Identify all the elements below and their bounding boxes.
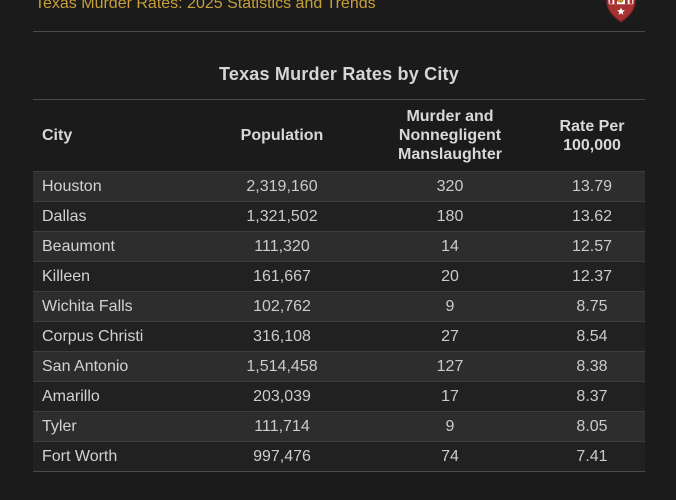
cell-murders: 14: [361, 231, 539, 262]
cell-population: 161,667: [203, 261, 361, 292]
cell-city: Amarillo: [33, 381, 203, 412]
cell-city: Fort Worth: [33, 441, 203, 472]
cell-murders: 74: [361, 441, 539, 472]
texas-shield-icon: [606, 0, 636, 22]
cell-city: Wichita Falls: [33, 291, 203, 322]
column-header-population: Population: [203, 99, 361, 172]
table-row: San Antonio 1,514,458 127 8.38: [33, 351, 645, 382]
cell-population: 997,476: [203, 441, 361, 472]
cell-city: Corpus Christi: [33, 321, 203, 352]
cell-murders: 17: [361, 381, 539, 412]
cell-city: Dallas: [33, 201, 203, 232]
topic-header-bar: Texas Murder Rates: 2025 Statistics and …: [0, 0, 676, 31]
cell-population: 111,714: [203, 411, 361, 442]
table-row: Houston 2,319,160 320 13.79: [33, 171, 645, 202]
cell-population: 203,039: [203, 381, 361, 412]
column-header-murders: Murder and Nonnegligent Manslaughter: [361, 99, 539, 172]
cell-population: 2,319,160: [203, 171, 361, 202]
cell-rate: 8.38: [539, 351, 645, 382]
table-header-row: City Population Murder and Nonnegligent …: [33, 99, 645, 172]
table-row: Wichita Falls 102,762 9 8.75: [33, 291, 645, 322]
column-header-city: City: [33, 99, 203, 172]
cell-city: Beaumont: [33, 231, 203, 262]
table-row: Dallas 1,321,502 180 13.62: [33, 201, 645, 232]
column-header-rate: Rate Per 100,000: [539, 99, 645, 172]
cell-city: Killeen: [33, 261, 203, 292]
cell-murders: 27: [361, 321, 539, 352]
cell-rate: 12.37: [539, 261, 645, 292]
cell-rate: 8.37: [539, 381, 645, 412]
cell-rate: 13.79: [539, 171, 645, 202]
table-row: Fort Worth 997,476 74 7.41: [33, 441, 645, 472]
cell-rate: 8.05: [539, 411, 645, 442]
cell-murders: 20: [361, 261, 539, 292]
cell-rate: 13.62: [539, 201, 645, 232]
cell-population: 102,762: [203, 291, 361, 322]
cell-murders: 9: [361, 291, 539, 322]
cell-city: Houston: [33, 171, 203, 202]
topic-title-link[interactable]: Texas Murder Rates: 2025 Statistics and …: [35, 0, 376, 12]
cell-population: 111,320: [203, 231, 361, 262]
post-body: Texas Murder Rates by City City Populati…: [0, 31, 676, 472]
table-row: Corpus Christi 316,108 27 8.54: [33, 321, 645, 352]
cell-population: 1,321,502: [203, 201, 361, 232]
cell-murders: 127: [361, 351, 539, 382]
cell-rate: 8.54: [539, 321, 645, 352]
cell-murders: 9: [361, 411, 539, 442]
cell-murders: 180: [361, 201, 539, 232]
cell-rate: 7.41: [539, 441, 645, 472]
cell-population: 316,108: [203, 321, 361, 352]
table-row: Amarillo 203,039 17 8.37: [33, 381, 645, 412]
cell-rate: 12.57: [539, 231, 645, 262]
table-caption: Texas Murder Rates by City: [219, 64, 459, 84]
cell-rate: 8.75: [539, 291, 645, 322]
cell-population: 1,514,458: [203, 351, 361, 382]
cell-city: Tyler: [33, 411, 203, 442]
table-row: Beaumont 111,320 14 12.57: [33, 231, 645, 262]
cell-city: San Antonio: [33, 351, 203, 382]
post-divider: [33, 31, 645, 32]
murder-rates-table: City Population Murder and Nonnegligent …: [33, 99, 645, 472]
site-logo[interactable]: [605, 0, 637, 22]
table-row: Tyler 111,714 9 8.05: [33, 411, 645, 442]
table-row: Killeen 161,667 20 12.37: [33, 261, 645, 292]
cell-murders: 320: [361, 171, 539, 202]
